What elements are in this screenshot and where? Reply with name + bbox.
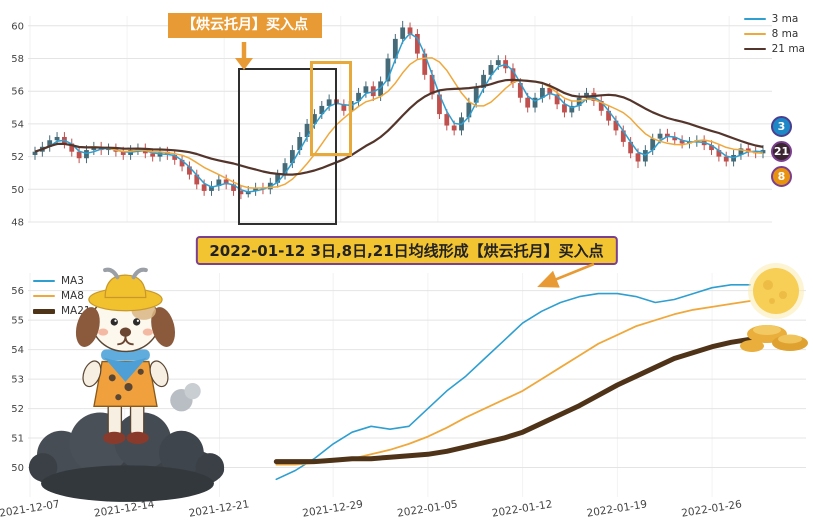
- svg-text:2022-01-12: 2022-01-12: [491, 498, 553, 519]
- svg-text:58: 58: [11, 54, 24, 65]
- dog-icon: [75, 267, 201, 444]
- legend-item-21ma: 21 ma: [743, 43, 805, 55]
- svg-text:51: 51: [11, 434, 24, 445]
- legend-swatch-icon: [743, 33, 766, 35]
- candlestick-series: [32, 20, 766, 200]
- top-grid: 48 50 52 54 56 58 60: [11, 16, 772, 229]
- down-arrow-icon: [235, 42, 253, 70]
- top-chart-canvas: 48 50 52 54 56 58 60: [11, 16, 772, 229]
- buy-point-callout: 【烘云托月】买入点: [168, 13, 322, 38]
- svg-text:48: 48: [11, 218, 24, 229]
- ma-line-8: [34, 57, 764, 189]
- ma-badge-8: 8: [771, 166, 792, 187]
- svg-text:50: 50: [11, 185, 24, 196]
- ma-badge-3: 3: [771, 116, 792, 137]
- signal-banner: 2022-01-12 3日,8日,21日均线形成【烘云托月】买入点: [195, 236, 618, 265]
- legend-item-MA8: MA8: [33, 290, 91, 302]
- legend-item-8ma: 8 ma: [743, 28, 805, 40]
- svg-text:2022-01-05: 2022-01-05: [396, 498, 458, 519]
- svg-text:60: 60: [11, 21, 24, 32]
- series-MA3: [275, 283, 751, 481]
- legend-item-3ma: 3 ma: [743, 13, 805, 25]
- legend-swatch-icon: [33, 308, 55, 314]
- svg-text:53: 53: [11, 375, 24, 386]
- svg-text:2021-12-29: 2021-12-29: [302, 498, 364, 519]
- svg-text:52: 52: [11, 152, 24, 163]
- svg-text:56: 56: [11, 87, 24, 98]
- svg-text:50: 50: [11, 463, 24, 474]
- ma-line-21: [34, 78, 764, 176]
- svg-text:52: 52: [11, 404, 24, 415]
- legend-swatch-icon: [33, 295, 55, 297]
- top-legend: 3 ma 8 ma 21 ma: [743, 10, 805, 58]
- golden-clouds-icon: [740, 325, 808, 352]
- ma-badge-21: 21: [771, 141, 792, 162]
- ma-line-3: [34, 32, 764, 193]
- svg-text:2022-01-19: 2022-01-19: [586, 498, 648, 519]
- legend-item-MA3: MA3: [33, 275, 91, 287]
- series-MA8: [275, 300, 751, 466]
- svg-text:56: 56: [11, 286, 24, 297]
- svg-text:54: 54: [11, 119, 24, 130]
- moon-icon: [748, 263, 804, 319]
- dog-mascot-illustration: [28, 267, 225, 502]
- storm-cloud-icon: [28, 412, 225, 502]
- moon-illustration: [740, 263, 808, 352]
- legend-swatch-icon: [33, 280, 55, 282]
- legend-swatch-icon: [743, 18, 766, 20]
- series-MA21: [273, 336, 753, 465]
- svg-text:2022-01-26: 2022-01-26: [681, 498, 743, 519]
- legend-swatch-icon: [743, 47, 766, 51]
- svg-text:54: 54: [11, 345, 24, 356]
- svg-text:55: 55: [11, 316, 24, 327]
- down-left-arrow-icon: [537, 262, 595, 288]
